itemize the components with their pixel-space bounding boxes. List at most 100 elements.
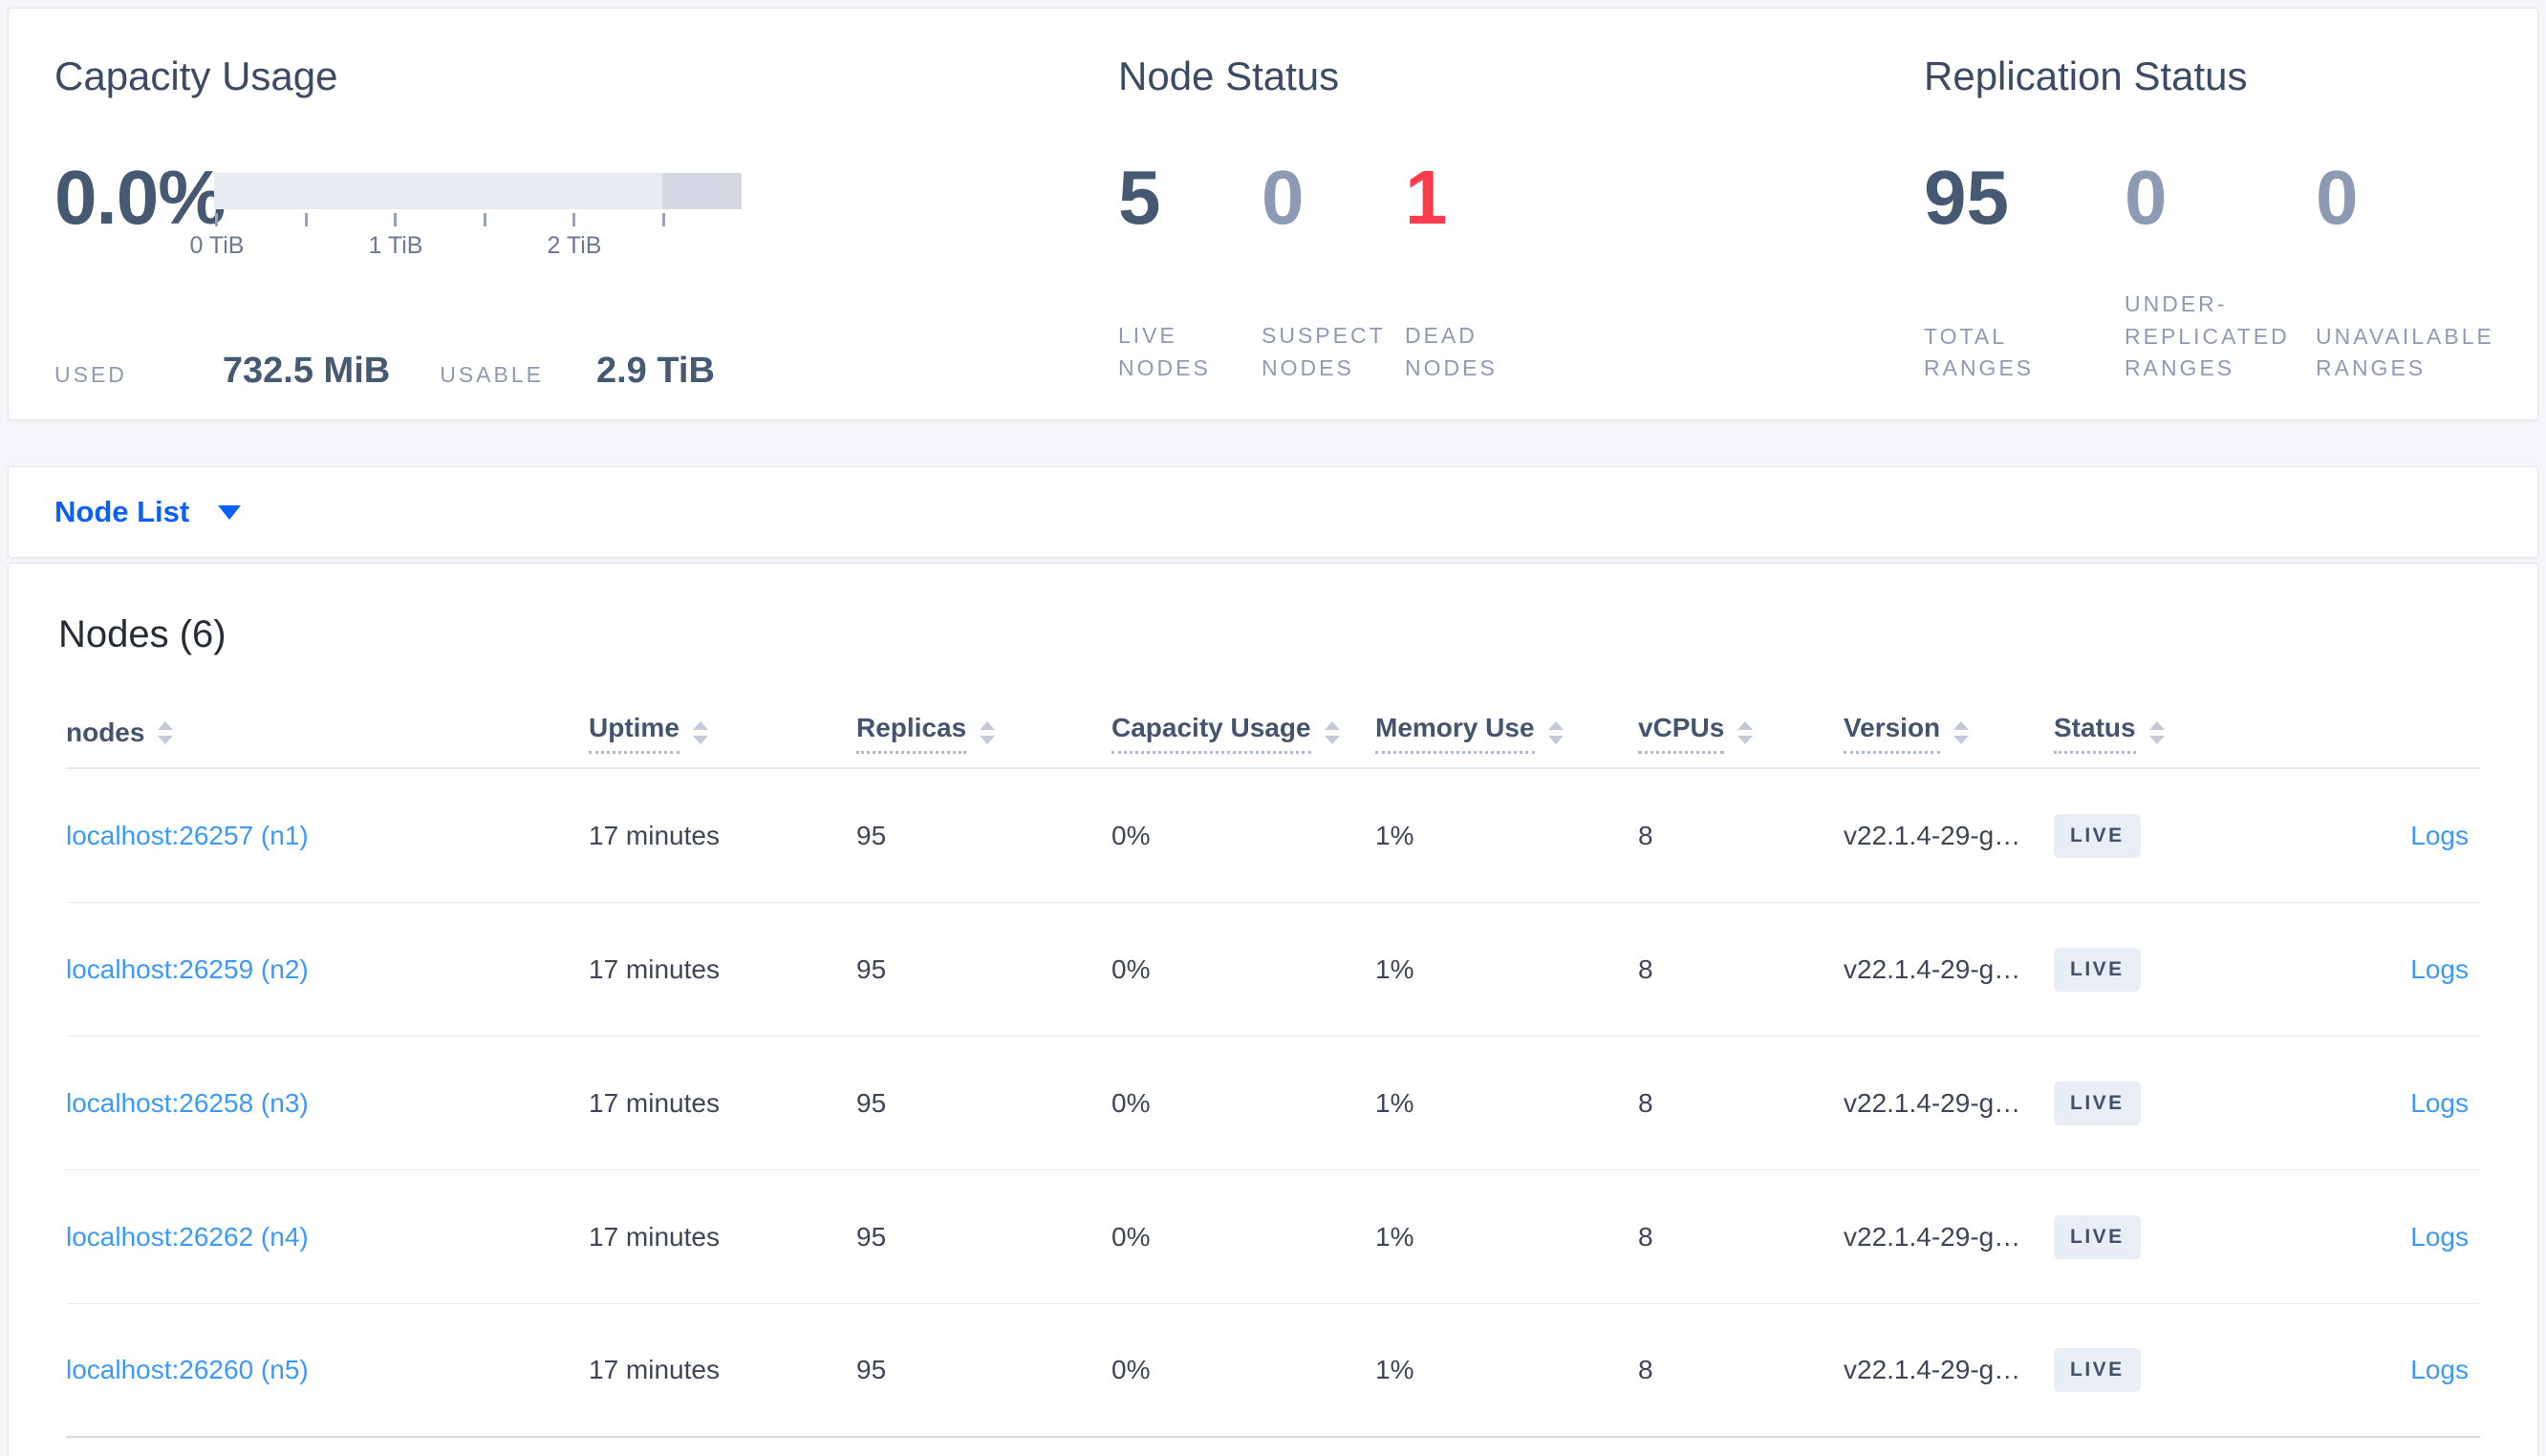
version-cell: v22.1.4-29-g… [1844, 953, 2021, 984]
column-header-label: Uptime [589, 713, 680, 754]
node-list-dropdown[interactable]: Node List [54, 495, 190, 528]
version-cell: v22.1.4-29-g… [1844, 820, 2021, 850]
logs-link[interactable]: Logs [2410, 1355, 2469, 1384]
suspect-nodes-count: 0 [1262, 155, 1305, 241]
column-header-label: Version [1844, 713, 1941, 754]
column-header-replicas[interactable]: Replicas [856, 713, 1111, 754]
replicas-cell: 95 [856, 1355, 887, 1384]
usable-label: USABLE [440, 362, 544, 388]
sort-icon [1737, 721, 1754, 744]
sort-icon [158, 721, 174, 744]
node-address-link[interactable]: localhost:26262 (n4) [66, 1221, 309, 1252]
total-ranges-label: TOTAL RANGES [1924, 323, 2035, 381]
logs-link[interactable]: Logs [2410, 1221, 2469, 1252]
unavailable-ranges-count: 0 [2316, 155, 2359, 241]
status-badge: LIVE [2054, 947, 2141, 992]
vcpus-cell: 8 [1638, 953, 1653, 984]
table-row: localhost:26260 (n5) 17 minutes 95 0% 1%… [66, 1304, 2480, 1438]
sort-icon [1324, 721, 1340, 744]
column-header-memory-use[interactable]: Memory Use [1375, 713, 1638, 754]
status-badge: LIVE [2054, 1348, 2141, 1392]
replication-status-section: Replication Status 95 0 0 TOTAL RANGES U… [1924, 53, 2537, 419]
version-cell: v22.1.4-29-g… [1844, 1221, 2021, 1252]
table-row: localhost:26258 (n3) 17 minutes 95 0% 1%… [66, 1037, 2480, 1170]
capacity-usage-section: Capacity Usage 0.0% 0 TiB 1 TiB 2 TiB [54, 53, 1118, 419]
replication-status-title: Replication Status [1924, 54, 2248, 98]
memory-use-cell: 1% [1375, 953, 1414, 984]
capacity-usage-cell: 0% [1111, 1355, 1151, 1384]
logs-link[interactable]: Logs [2410, 1087, 2469, 1118]
capacity-usage-title: Capacity Usage [54, 54, 338, 98]
status-badge: LIVE [2054, 1214, 2141, 1259]
capacity-usage-cell: 0% [1111, 1087, 1151, 1118]
vcpus-cell: 8 [1638, 1221, 1653, 1252]
table-row: localhost:26257 (n1) 17 minutes 95 0% 1%… [66, 769, 2480, 903]
sort-icon [1953, 721, 1970, 744]
status-badge: LIVE [2054, 1081, 2141, 1125]
memory-use-cell: 1% [1375, 1355, 1414, 1384]
column-header-label: nodes [66, 717, 145, 747]
node-address-link[interactable]: localhost:26257 (n1) [66, 820, 309, 850]
vcpus-cell: 8 [1638, 820, 1653, 850]
capacity-usage-cell: 0% [1111, 1221, 1151, 1252]
column-header-vcpus[interactable]: vCPUs [1638, 713, 1844, 754]
column-header-label: Status [2054, 713, 2136, 754]
capacity-used-percent: 0.0% [54, 155, 226, 241]
capacity-usage-cell: 0% [1111, 820, 1151, 850]
view-selector-bar: Node List [8, 466, 2538, 558]
node-address-link[interactable]: localhost:26260 (n5) [66, 1355, 309, 1384]
column-header-label: Replicas [856, 713, 967, 754]
version-cell: v22.1.4-29-g… [1844, 1087, 2021, 1118]
table-header-row: nodes Uptime Replicas Capacity Usage Memory … [66, 698, 2480, 769]
uptime-cell: 17 minutes [589, 1221, 720, 1252]
capacity-bar-segment [662, 173, 742, 210]
column-header-capacity-usage[interactable]: Capacity Usage [1111, 713, 1375, 754]
column-header-label: Capacity Usage [1111, 713, 1311, 754]
sort-icon [692, 721, 708, 744]
live-nodes-label: LIVE NODES [1118, 323, 1211, 380]
dead-nodes-label: DEAD NODES [1405, 323, 1498, 380]
tick-label-2tib: 2 TiB [547, 232, 602, 260]
nodes-count-title: Nodes (6) [58, 613, 227, 655]
live-nodes-count: 5 [1118, 155, 1161, 241]
column-header-label: Memory Use [1375, 713, 1535, 754]
column-header-uptime[interactable]: Uptime [589, 713, 856, 754]
node-address-link[interactable]: localhost:26258 (n3) [66, 1087, 309, 1118]
dead-nodes-count: 1 [1405, 155, 1448, 241]
chevron-down-icon[interactable] [218, 504, 242, 520]
column-header-status[interactable]: Status [2054, 713, 2312, 754]
unavailable-ranges-label: UNAVAILABLE RANGES [2316, 323, 2494, 381]
memory-use-cell: 1% [1375, 820, 1414, 850]
uptime-cell: 17 minutes [589, 1355, 720, 1384]
uptime-cell: 17 minutes [589, 1087, 720, 1118]
tick-label-0tib: 0 TiB [189, 232, 245, 260]
node-status-section: Node Status 5 0 1 LIVE NODES SUSPECT NOD… [1118, 53, 1924, 419]
capacity-bar-segment [214, 173, 663, 210]
usable-value: 2.9 TiB [595, 351, 715, 392]
cluster-summary-panel: Capacity Usage 0.0% 0 TiB 1 TiB 2 TiB [8, 8, 2538, 420]
capacity-bar-chart: 0 TiB 1 TiB 2 TiB [190, 173, 742, 263]
uptime-cell: 17 minutes [589, 953, 720, 984]
nodes-table: nodes Uptime Replicas Capacity Usage Memory … [66, 698, 2480, 1438]
tick-label-1tib: 1 TiB [368, 232, 423, 260]
vcpus-cell: 8 [1638, 1355, 1653, 1384]
column-header-nodes[interactable]: nodes [66, 717, 589, 748]
uptime-cell: 17 minutes [589, 820, 720, 850]
table-row: localhost:26262 (n4) 17 minutes 95 0% 1%… [66, 1170, 2480, 1304]
node-status-title: Node Status [1118, 54, 1340, 98]
column-header-version[interactable]: Version [1844, 713, 2054, 754]
replicas-cell: 95 [856, 1221, 887, 1252]
capacity-axis-ticks [214, 211, 742, 227]
nodes-table-card: Nodes (6) nodes Uptime Replicas Capacity Us… [8, 563, 2538, 1456]
under-replicated-ranges-count: 0 [2125, 155, 2168, 241]
status-badge: LIVE [2054, 813, 2141, 858]
total-ranges-count: 95 [1924, 155, 2009, 241]
column-header-label: vCPUs [1638, 713, 1725, 754]
logs-link[interactable]: Logs [2410, 820, 2469, 850]
node-address-link[interactable]: localhost:26259 (n2) [66, 953, 309, 984]
logs-link[interactable]: Logs [2410, 953, 2469, 984]
memory-use-cell: 1% [1375, 1087, 1414, 1118]
replicas-cell: 95 [856, 820, 887, 850]
replicas-cell: 95 [856, 1087, 887, 1118]
memory-use-cell: 1% [1375, 1221, 1414, 1252]
